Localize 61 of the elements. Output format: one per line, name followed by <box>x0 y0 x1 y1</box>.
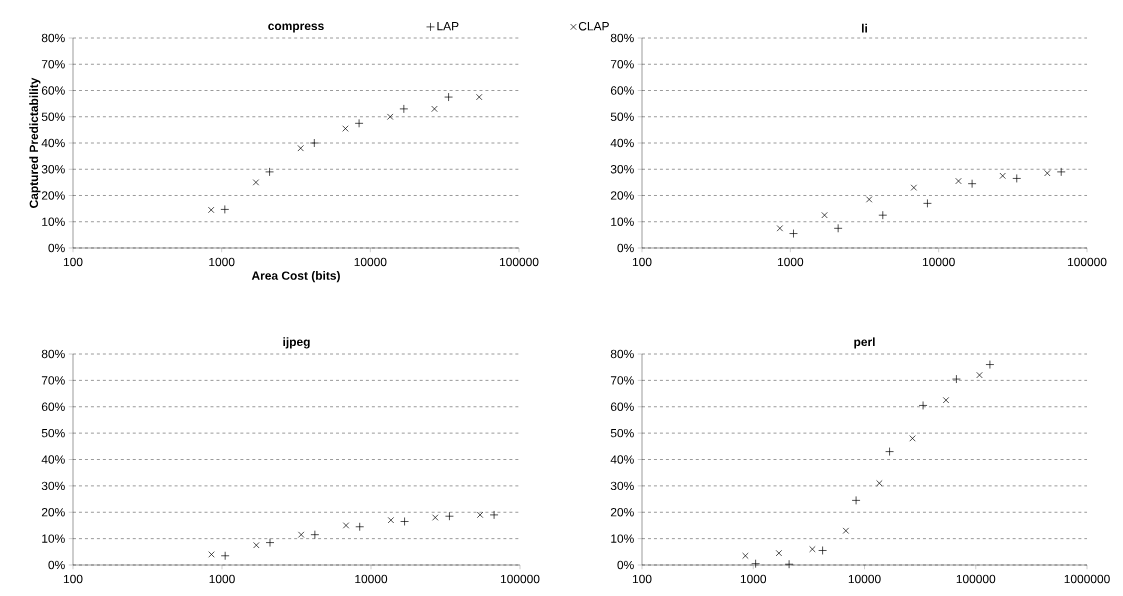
y-tick-label: 70% <box>610 376 634 385</box>
y-tick-label: 50% <box>41 428 65 438</box>
y-tick-label: 30% <box>610 481 634 491</box>
x-tick-label: 10000 <box>848 574 881 584</box>
y-tick-label: 30% <box>41 481 65 491</box>
x-tick-label: 100 <box>63 257 83 267</box>
x-tick-label: 1000 <box>777 257 804 267</box>
y-tick-label: 80% <box>41 349 65 359</box>
y-tick-label: 60% <box>41 402 65 411</box>
y-tick-label: 40% <box>610 455 634 464</box>
chart-title: compress <box>268 23 324 33</box>
x-tick-label: 100000 <box>956 574 996 584</box>
x-tick-label: 10000 <box>355 574 388 584</box>
y-tick-label: 60% <box>41 86 65 95</box>
y-tick-label: 20% <box>41 191 65 200</box>
y-tick-label: 50% <box>610 112 634 121</box>
y-tick-label: 80% <box>610 349 634 359</box>
y-tick-label: 50% <box>610 428 634 438</box>
x-tick-label: 100000 <box>500 574 540 584</box>
y-tick-label: 10% <box>42 217 65 226</box>
chart-title: ijpeg <box>283 337 310 349</box>
y-tick-label: 80% <box>41 33 65 43</box>
y-tick-label: 80% <box>610 33 634 43</box>
x-tick-label: 1000 <box>740 574 767 584</box>
chart-title: perl <box>854 337 875 349</box>
y-tick-label: 60% <box>610 86 634 95</box>
y-tick-label: 30% <box>610 165 634 174</box>
y-tick-label: 10% <box>611 217 634 226</box>
y-tick-label: 10% <box>611 534 634 543</box>
x-tick-label: 100000 <box>1067 257 1107 267</box>
x-tick-label: 100 <box>632 257 652 267</box>
x-tick-label: 100000 <box>499 257 539 267</box>
x-axis-title: Area Cost (bits) <box>251 271 340 283</box>
x-tick-label: 10000 <box>922 257 955 267</box>
y-tick-label: 70% <box>41 60 65 69</box>
y-tick-label: 0% <box>617 560 634 570</box>
y-tick-label: 40% <box>610 138 634 148</box>
x-tick-label: 1000000 <box>1064 574 1110 584</box>
legend-label: CLAP <box>578 21 609 31</box>
y-tick-label: 0% <box>48 243 65 253</box>
y-tick-label: 40% <box>41 455 65 464</box>
x-tick-label: 10000 <box>354 257 387 267</box>
y-tick-label: 60% <box>610 402 634 411</box>
y-tick-label: 50% <box>41 112 65 121</box>
y-tick-label: 10% <box>42 534 65 543</box>
y-axis-title: Captured Predictability <box>29 77 41 208</box>
y-tick-label: 70% <box>610 60 634 69</box>
x-tick-label: 1000 <box>209 257 235 267</box>
y-tick-label: 40% <box>41 138 65 148</box>
x-tick-label: 1000 <box>209 574 235 584</box>
y-tick-label: 20% <box>610 191 634 200</box>
y-tick-label: 70% <box>41 376 65 385</box>
y-tick-label: 0% <box>617 243 634 253</box>
x-tick-label: 100 <box>63 574 83 584</box>
chart-title: li <box>862 23 867 33</box>
y-tick-label: 0% <box>48 560 65 570</box>
y-tick-label: 20% <box>41 508 65 517</box>
y-tick-label: 30% <box>41 165 65 174</box>
x-tick-label: 100 <box>632 574 652 584</box>
y-tick-label: 20% <box>610 508 634 517</box>
legend-label: LAP <box>437 22 459 31</box>
